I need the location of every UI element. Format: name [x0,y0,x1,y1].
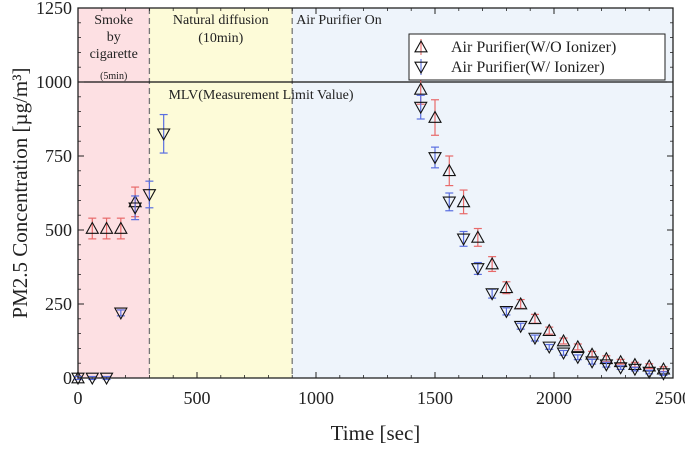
data-point-marker [456,194,471,208]
phase-label-purifier: Air Purifier On [296,13,382,28]
data-point-marker [156,128,171,141]
legend-label: Air Purifier(W/O Ionizer) [451,39,616,56]
phase-region-1 [149,8,293,378]
data-point-marker [485,288,500,301]
data-point-marker [599,359,614,372]
data-point-marker [499,306,514,319]
data-point-marker [642,366,657,380]
x-tick-label: 0 [74,388,83,408]
y-tick-label: 0 [63,368,72,388]
data-point-marker [413,101,428,115]
data-point-marker [556,347,571,360]
phase-labels: Smoke by cigarette (5min) Natural diffusion (… [90,13,382,82]
data-point-marker [513,320,528,334]
data-point-marker [528,311,542,325]
data-point-marker [485,256,500,270]
reference-line-group: MLV(Measurement Limit Value) [78,81,673,103]
data-point-marker [570,339,585,353]
legend-label: Air Purifier(W/ Ionizer) [451,59,605,76]
plot-frame [77,7,674,379]
x-tick-label: 1000 [298,388,334,408]
data-point-marker [113,221,128,234]
data-point-marker [428,152,442,165]
data-point-marker [142,189,157,202]
y-tick-label: 500 [45,220,72,240]
data-point-marker [470,263,485,276]
phase-label-smoke-line: by [107,30,121,45]
data-point-marker [85,221,100,234]
legend: Air Purifier(W/O Ionizer) Air Purifier(W/… [408,33,666,81]
data-point-marker [113,307,128,321]
data-point-marker [542,323,557,336]
data-point-marker [656,368,671,381]
x-axis-title: Time [sec] [331,421,421,445]
y-tick-label: 1000 [36,72,72,92]
data-point-marker [528,332,542,346]
data-point-marker [99,221,114,234]
data-point-marker [613,362,628,375]
data-point-marker [456,233,471,247]
y-tick-label: 250 [45,294,72,314]
data-point-marker [442,163,457,177]
data-point-marker [428,110,442,123]
y-tick-label: 1250 [36,0,72,18]
data-point-marker [570,351,585,365]
x-tick-label: 1500 [417,388,453,408]
x-tick-label: 2000 [536,388,572,408]
data-point-marker [128,202,143,215]
data-point-marker [627,363,642,377]
legend-box [408,33,666,81]
legend-marker [414,61,428,75]
data-point-marker [499,280,514,294]
phase-label-diffusion: Natural diffusion [173,13,269,28]
data-point-marker [556,333,571,347]
phase-region-0 [78,8,150,378]
data-point-marker [442,196,457,210]
legend-marker [414,39,428,53]
data-point-marker [542,341,557,355]
x-tick-label: 500 [184,388,211,408]
y-axis-title: PM2.5 Concentration [µg/m³] [8,67,32,318]
phase-label-smoke-line: Smoke [94,13,133,28]
mlv-label: MLV(Measurement Limit Value) [168,88,353,103]
data-point-marker [513,296,528,310]
phase-label-smoke-line: cigarette [90,47,138,62]
data-point-marker [413,82,428,95]
y-tick-label: 750 [45,146,72,166]
phase-sublabel-diffusion: (10min) [198,31,243,46]
data-point-marker [585,356,600,369]
phase-sublabel-smoke: (5min) [100,71,127,82]
data-point-marker [470,230,485,243]
